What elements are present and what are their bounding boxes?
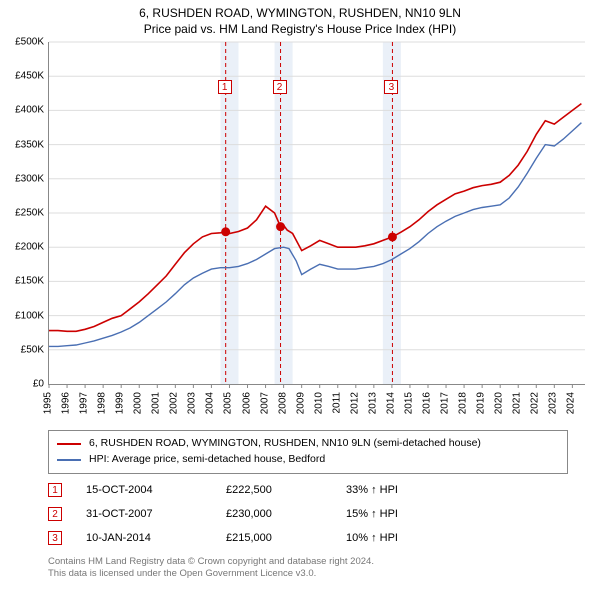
- legend-box: 6, RUSHDEN ROAD, WYMINGTON, RUSHDEN, NN1…: [48, 430, 568, 474]
- x-tick-label: 2002: [169, 392, 180, 414]
- legend-label: HPI: Average price, semi-detached house,…: [89, 452, 325, 468]
- x-tick-label: 2017: [440, 392, 451, 414]
- x-tick-label: 2014: [385, 392, 396, 414]
- x-tick-label: 2004: [205, 392, 216, 414]
- legend-swatch: [57, 459, 81, 461]
- legend-row: 6, RUSHDEN ROAD, WYMINGTON, RUSHDEN, NN1…: [57, 436, 559, 452]
- plot-svg: [49, 42, 585, 384]
- y-tick-label: £100K: [0, 310, 44, 321]
- x-tick-label: 2023: [548, 392, 559, 414]
- sale-row: 3 10-JAN-2014£215,00010% ↑ HPI: [48, 526, 568, 550]
- series-property: [49, 104, 581, 332]
- x-tick-label: 1996: [61, 392, 72, 414]
- x-tick-label: 2007: [259, 392, 270, 414]
- y-tick-label: £300K: [0, 173, 44, 184]
- sale-marker-label: 2: [273, 80, 287, 94]
- x-tick-label: 2020: [494, 392, 505, 414]
- x-tick-label: 2024: [566, 392, 577, 414]
- x-tick-label: 2016: [421, 392, 432, 414]
- sale-marker-label: 3: [384, 80, 398, 94]
- x-tick-label: 2021: [512, 392, 523, 414]
- chart-container: 6, RUSHDEN ROAD, WYMINGTON, RUSHDEN, NN1…: [0, 0, 600, 590]
- x-tick-label: 2008: [277, 392, 288, 414]
- x-tick-label: 2011: [331, 392, 342, 414]
- y-tick-label: £500K: [0, 37, 44, 48]
- x-tick-label: 2000: [133, 392, 144, 414]
- x-tick-label: 2022: [530, 392, 541, 414]
- sale-diff: 33% ↑ HPI: [346, 484, 568, 496]
- x-tick-label: 2001: [151, 392, 162, 414]
- sale-price: £215,000: [226, 532, 346, 544]
- x-tick-label: 2012: [349, 392, 360, 414]
- sale-date: 15-OCT-2004: [86, 484, 226, 496]
- sale-date: 31-OCT-2007: [86, 508, 226, 520]
- x-tick-label: 2010: [313, 392, 324, 414]
- y-tick-label: £250K: [0, 208, 44, 219]
- sale-point-marker: [277, 223, 285, 231]
- footer-line-1: Contains HM Land Registry data © Crown c…: [48, 556, 568, 568]
- legend-label: 6, RUSHDEN ROAD, WYMINGTON, RUSHDEN, NN1…: [89, 436, 481, 452]
- y-tick-label: £350K: [0, 139, 44, 150]
- sale-marker-label: 1: [218, 80, 232, 94]
- x-tick-label: 2009: [295, 392, 306, 414]
- y-tick-label: £150K: [0, 276, 44, 287]
- y-tick-label: £200K: [0, 242, 44, 253]
- title-main: 6, RUSHDEN ROAD, WYMINGTON, RUSHDEN, NN1…: [0, 6, 600, 22]
- plot-area: [48, 42, 585, 385]
- x-tick-label: 2019: [476, 392, 487, 414]
- x-tick-label: 2005: [223, 392, 234, 414]
- x-tick-label: 2003: [187, 392, 198, 414]
- footer-line-2: This data is licensed under the Open Gov…: [48, 568, 568, 580]
- sale-diff: 15% ↑ HPI: [346, 508, 568, 520]
- x-tick-label: 1995: [43, 392, 54, 414]
- x-tick-label: 2018: [458, 392, 469, 414]
- footer-text: Contains HM Land Registry data © Crown c…: [48, 556, 568, 581]
- y-tick-label: £400K: [0, 105, 44, 116]
- sale-date: 10-JAN-2014: [86, 532, 226, 544]
- sale-point-marker: [388, 233, 396, 241]
- sale-row-marker: 2: [48, 507, 62, 521]
- y-tick-label: £450K: [0, 71, 44, 82]
- y-tick-label: £50K: [0, 344, 44, 355]
- x-tick-label: 1999: [115, 392, 126, 414]
- title-sub: Price paid vs. HM Land Registry's House …: [0, 22, 600, 38]
- series-hpi: [49, 123, 581, 347]
- x-tick-label: 2015: [403, 392, 414, 414]
- sale-price: £222,500: [226, 484, 346, 496]
- sale-point-marker: [222, 228, 230, 236]
- sale-row: 1 15-OCT-2004£222,50033% ↑ HPI: [48, 478, 568, 502]
- sale-row-marker: 1: [48, 483, 62, 497]
- sale-diff: 10% ↑ HPI: [346, 532, 568, 544]
- sale-price: £230,000: [226, 508, 346, 520]
- sale-rows: 1 15-OCT-2004£222,50033% ↑ HPI 2 31-OCT-200…: [48, 478, 568, 550]
- x-tick-label: 2013: [367, 392, 378, 414]
- x-tick-label: 2006: [241, 392, 252, 414]
- x-tick-label: 1998: [97, 392, 108, 414]
- legend-row: HPI: Average price, semi-detached house,…: [57, 452, 559, 468]
- x-tick-label: 1997: [79, 392, 90, 414]
- sale-row: 2 31-OCT-2007£230,00015% ↑ HPI: [48, 502, 568, 526]
- chart-titles: 6, RUSHDEN ROAD, WYMINGTON, RUSHDEN, NN1…: [0, 0, 600, 37]
- sale-row-marker: 3: [48, 531, 62, 545]
- y-tick-label: £0: [0, 379, 44, 390]
- legend-swatch: [57, 443, 81, 445]
